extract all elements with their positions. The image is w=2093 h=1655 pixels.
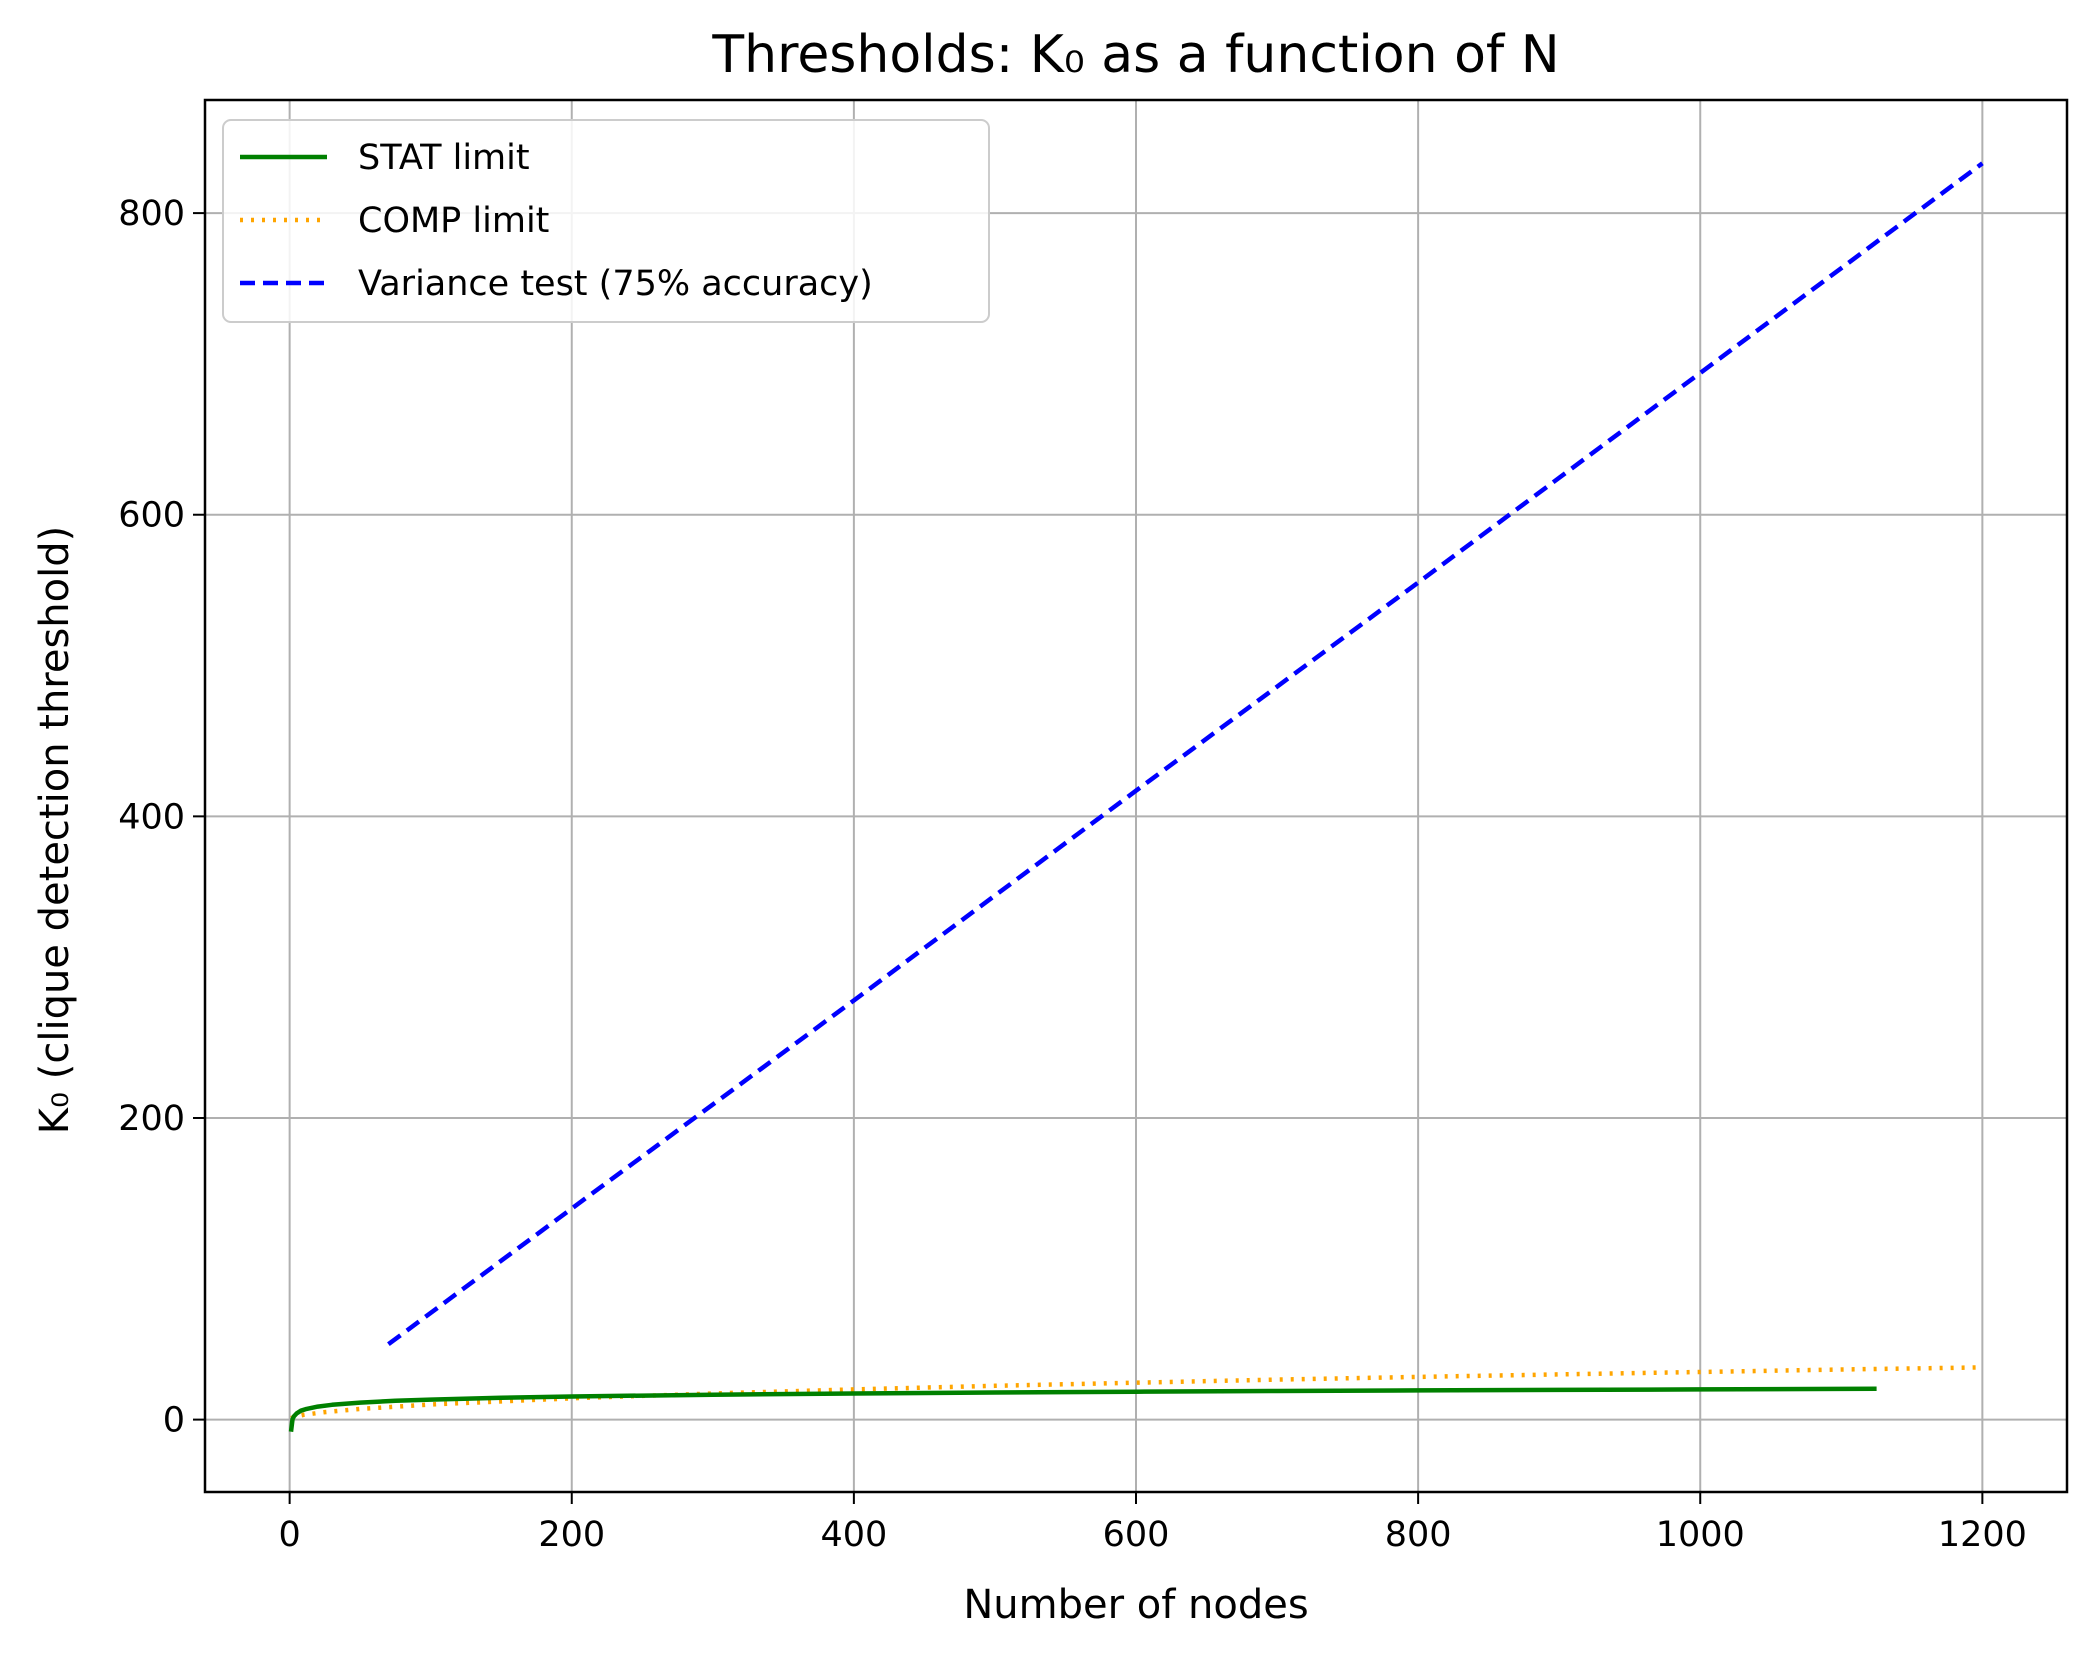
x-axis-label: Number of nodes — [963, 1582, 1308, 1628]
x-tick-label: 600 — [1103, 1515, 1170, 1555]
y-axis-label: K₀ (clique detection threshold) — [32, 526, 78, 1134]
x-tick-label: 0 — [278, 1515, 300, 1555]
y-tick-label: 800 — [118, 194, 185, 234]
y-tick-label: 600 — [118, 496, 185, 536]
ticks: 0 200 400 600 800 1000 1200 0 200 400 600 800 — [118, 194, 2027, 1555]
legend: STAT limit COMP limit Variance test (75% a… — [222, 119, 990, 323]
plot-lines — [288, 161, 1984, 1432]
x-tick-label: 400 — [820, 1515, 887, 1555]
x-tick-label: 1200 — [1938, 1515, 2027, 1555]
x-tick-label: 200 — [538, 1515, 605, 1555]
chart-title: Thresholds: K₀ as a function of N — [711, 25, 1559, 85]
y-tick-label: 0 — [163, 1401, 185, 1441]
y-tick-label: 200 — [118, 1099, 185, 1139]
legend-label: STAT limit — [358, 138, 530, 178]
legend-label: COMP limit — [358, 201, 549, 241]
y-tick-label: 400 — [118, 797, 185, 837]
series-line-0 — [288, 1386, 1877, 1432]
x-tick-label: 1000 — [1656, 1515, 1745, 1555]
legend-label: Variance test (75% accuracy) — [358, 264, 873, 304]
x-tick-label: 800 — [1385, 1515, 1452, 1555]
legend-box — [222, 119, 990, 323]
grid — [205, 100, 2067, 1492]
series-line-2 — [387, 161, 1984, 1347]
